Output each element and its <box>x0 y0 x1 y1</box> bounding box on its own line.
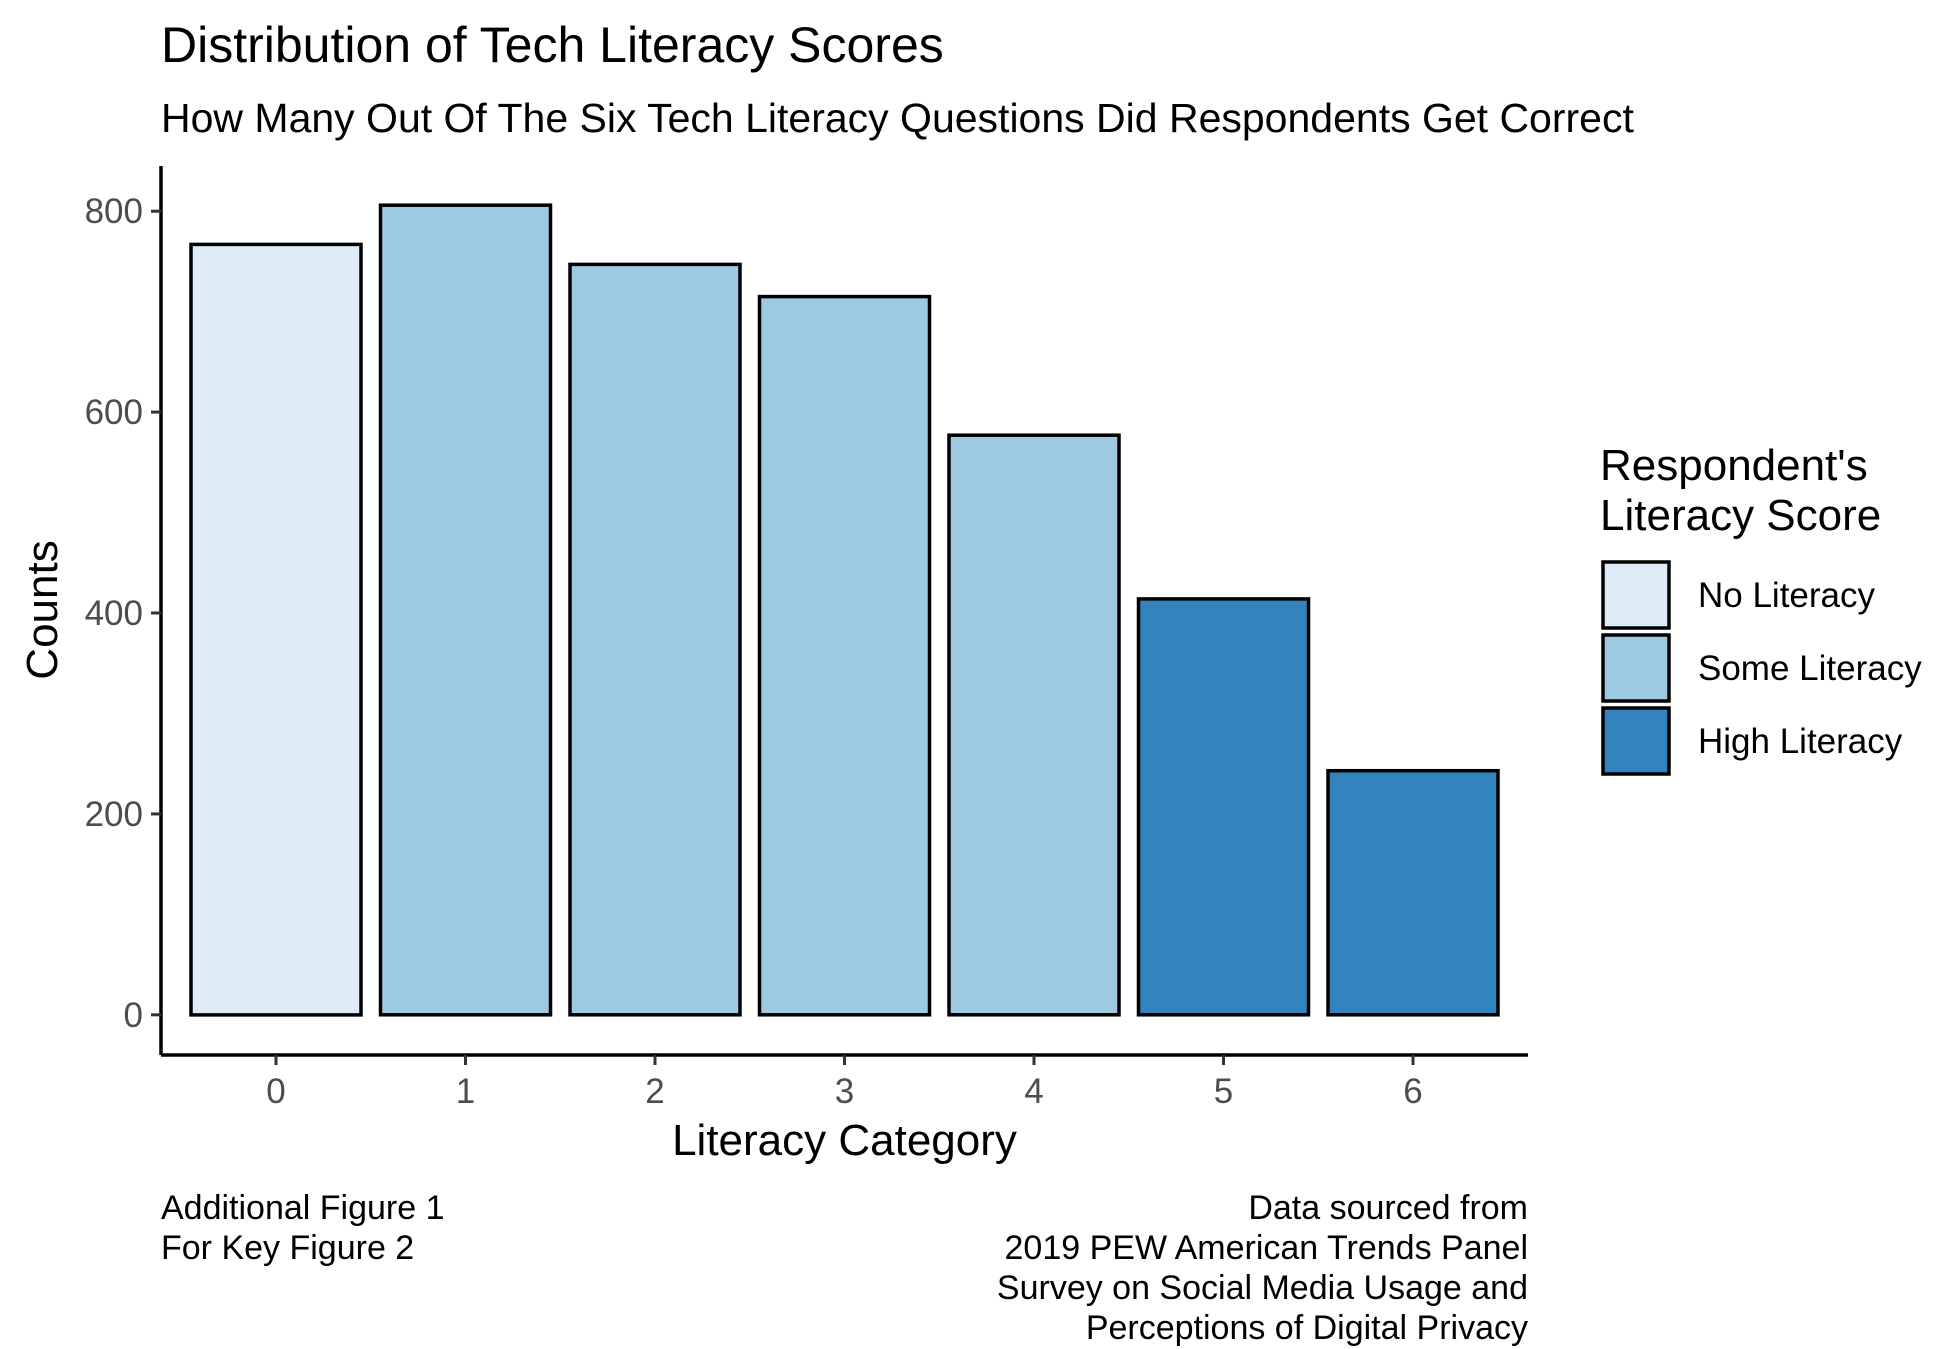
bar-1 <box>378 203 553 1017</box>
x-tick-label-0: 0 <box>266 1072 285 1111</box>
x-tick-label-2: 2 <box>645 1072 664 1111</box>
x-tick-label-6: 6 <box>1403 1072 1422 1111</box>
legend-swatch-no-literacy <box>1601 560 1671 630</box>
x-tick-label-3: 3 <box>835 1072 854 1111</box>
caption-left-line-2: For Key Figure 2 <box>161 1229 414 1267</box>
y-tick-label-600: 600 <box>85 393 143 432</box>
x-tick-label-5: 5 <box>1214 1072 1233 1111</box>
legend-label-high-literacy: High Literacy <box>1698 722 1903 761</box>
legend-swatch-high-literacy <box>1601 706 1671 776</box>
bar-4 <box>947 433 1121 1017</box>
caption-left-line-1: Additional Figure 1 <box>161 1189 445 1227</box>
chart-subtitle: How Many Out Of The Six Tech Literacy Qu… <box>161 95 1634 141</box>
bar-2 <box>568 262 742 1017</box>
bar-6 <box>1326 768 1500 1017</box>
x-tick-label-4: 4 <box>1024 1072 1043 1111</box>
bar-0 <box>189 242 363 1017</box>
title-layer: Distribution of Tech Literacy Scores How … <box>161 17 1634 141</box>
y-tick-label-400: 400 <box>85 594 143 633</box>
y-tick-label-800: 800 <box>85 192 143 231</box>
caption-right-line-1: Data sourced from <box>1248 1189 1528 1227</box>
bar-3 <box>757 294 932 1017</box>
caption-right-line-3: Survey on Social Media Usage and <box>997 1269 1528 1307</box>
caption-right-line-4: Perceptions of Digital Privacy <box>1086 1309 1528 1347</box>
y-tick-label-200: 200 <box>85 795 143 834</box>
x-axis-title: Literacy Category <box>672 1116 1017 1165</box>
legend-title-line-2: Literacy Score <box>1600 491 1881 540</box>
chart-title: Distribution of Tech Literacy Scores <box>161 17 944 73</box>
y-axis-title: Counts <box>18 540 67 679</box>
caption-right-line-2: 2019 PEW American Trends Panel <box>1005 1229 1529 1267</box>
legend-label-some-literacy: Some Literacy <box>1698 649 1922 688</box>
bar-5 <box>1136 597 1311 1017</box>
legend-label-no-literacy: No Literacy <box>1698 576 1876 615</box>
y-tick-label-0: 0 <box>124 996 143 1035</box>
plot-area <box>189 203 1500 1017</box>
legend-title-line-1: Respondent's <box>1600 441 1868 490</box>
x-tick-label-1: 1 <box>456 1072 475 1111</box>
axes: 0 200 400 600 800 0 1 2 3 4 5 6 Literacy Category Cou… <box>18 166 1528 1165</box>
legend-swatch-some-literacy <box>1601 633 1671 703</box>
